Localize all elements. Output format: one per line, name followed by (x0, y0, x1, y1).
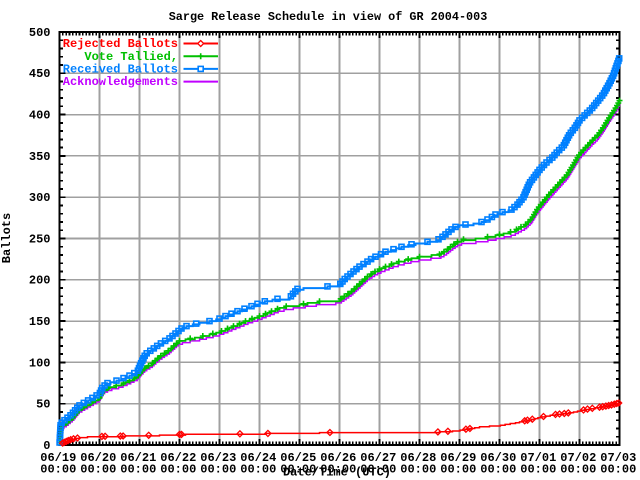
svg-text:00:00: 00:00 (600, 463, 636, 477)
svg-text:00:00: 00:00 (480, 463, 516, 477)
svg-text:00:00: 00:00 (200, 463, 236, 477)
svg-text:250: 250 (29, 232, 51, 246)
svg-text:Rejected Ballots: Rejected Ballots (63, 37, 178, 51)
svg-text:Ballots: Ballots (0, 213, 14, 263)
svg-text:Acknowledgements: Acknowledgements (63, 75, 178, 89)
svg-text:350: 350 (29, 150, 51, 164)
svg-text:00:00: 00:00 (360, 463, 396, 477)
svg-text:Date/Time (UTC): Date/Time (UTC) (283, 466, 391, 480)
svg-text:Vote Tallied,: Vote Tallied, (84, 50, 178, 64)
svg-text:00:00: 00:00 (520, 463, 556, 477)
svg-text:00:00: 00:00 (320, 463, 356, 477)
svg-text:06/26: 06/26 (320, 451, 356, 465)
svg-text:00:00: 00:00 (240, 463, 276, 477)
svg-text:Sarge Release Schedule in view: Sarge Release Schedule in view of GR 200… (169, 10, 488, 24)
svg-text:06/20: 06/20 (80, 451, 116, 465)
svg-text:200: 200 (29, 274, 51, 288)
svg-text:06/29: 06/29 (440, 451, 476, 465)
svg-text:00:00: 00:00 (40, 463, 76, 477)
svg-text:50: 50 (36, 398, 50, 412)
svg-text:0: 0 (43, 439, 50, 453)
svg-text:07/03: 07/03 (600, 451, 636, 465)
svg-text:100: 100 (29, 356, 51, 370)
svg-text:500: 500 (29, 26, 51, 40)
svg-text:450: 450 (29, 67, 51, 81)
svg-text:06/30: 06/30 (480, 451, 516, 465)
svg-text:400: 400 (29, 109, 51, 123)
svg-text:06/21: 06/21 (120, 451, 156, 465)
svg-text:150: 150 (29, 315, 51, 329)
svg-text:06/23: 06/23 (200, 451, 236, 465)
svg-text:00:00: 00:00 (400, 463, 436, 477)
svg-text:06/19: 06/19 (40, 451, 76, 465)
svg-text:07/02: 07/02 (560, 451, 596, 465)
svg-text:00:00: 00:00 (120, 463, 156, 477)
svg-text:06/28: 06/28 (400, 451, 436, 465)
svg-text:00:00: 00:00 (280, 463, 316, 477)
svg-text:Received Ballots: Received Ballots (63, 63, 178, 77)
svg-text:00:00: 00:00 (560, 463, 596, 477)
svg-text:06/27: 06/27 (360, 451, 396, 465)
svg-text:06/24: 06/24 (240, 451, 276, 465)
svg-text:06/25: 06/25 (280, 451, 316, 465)
svg-text:300: 300 (29, 191, 51, 205)
svg-text:06/22: 06/22 (160, 451, 196, 465)
svg-text:00:00: 00:00 (160, 463, 196, 477)
svg-text:00:00: 00:00 (440, 463, 476, 477)
svg-text:07/01: 07/01 (520, 451, 556, 465)
svg-text:00:00: 00:00 (80, 463, 116, 477)
